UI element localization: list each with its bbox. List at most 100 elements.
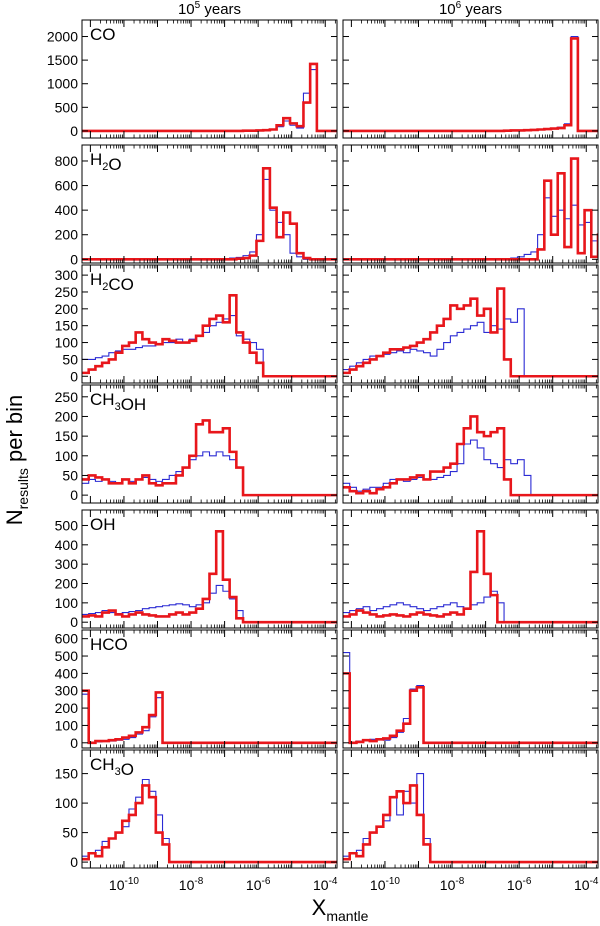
- y-tick-label: 150: [55, 428, 79, 444]
- series-red-line: [82, 419, 337, 497]
- y-tick-label: 50: [62, 467, 78, 483]
- panel-frame: [81, 264, 338, 384]
- y-tick-label: 0: [70, 251, 78, 267]
- column-titles: 105 years 106 years: [178, 0, 502, 18]
- panel-frame: [342, 629, 599, 749]
- series-red-line: [82, 62, 337, 133]
- panel-1-1: 0 500 1000 1500 2000 CO: [47, 19, 338, 139]
- series-red-line: [343, 672, 598, 745]
- y-tick-label: 600: [55, 631, 79, 647]
- y-tick-label: 200: [55, 301, 79, 317]
- column-title-1: 105 years: [178, 0, 241, 18]
- panel-2-1: 0 200 400 600 800 H2O: [55, 144, 338, 267]
- panel-5-1: 0 100 200 300 400 500 OH: [55, 509, 338, 630]
- panel-frame: [81, 144, 338, 264]
- x-tick-label: 10-6: [507, 876, 532, 893]
- species-label: CH3OH: [90, 390, 146, 414]
- series-red-line: [343, 529, 598, 624]
- y-tick-label: 150: [55, 766, 79, 782]
- y-tick-label: 400: [55, 537, 79, 553]
- y-tick-label: 200: [55, 408, 79, 424]
- series-red-line: [343, 157, 598, 261]
- y-tick-label: 0: [70, 368, 78, 384]
- series-blue-line: [343, 308, 598, 377]
- x-tick-label: 10-10: [109, 876, 139, 893]
- y-tick-label: 800: [55, 153, 79, 169]
- y-tick-label: 300: [55, 556, 79, 572]
- panel-frame: [81, 384, 338, 504]
- y-tick-label: 500: [55, 99, 79, 115]
- y-tick-label: 0: [70, 854, 78, 870]
- panel-7-2: [342, 749, 599, 869]
- panel-frame: [81, 629, 338, 749]
- x-tick-label: 10-8: [179, 876, 204, 893]
- y-tick-label: 300: [55, 683, 79, 699]
- y-tick-label: 200: [55, 227, 79, 243]
- y-tick-label: 150: [55, 318, 79, 334]
- species-label: H2CO: [90, 270, 134, 294]
- series-red-line: [82, 167, 337, 261]
- series-blue-line: [82, 451, 337, 496]
- y-tick-label: 250: [55, 284, 79, 300]
- series-red-line: [82, 689, 337, 745]
- species-label: OH: [90, 515, 116, 534]
- y-tick-label: 250: [55, 389, 79, 405]
- series-red-line: [343, 37, 598, 133]
- panel-frame: [342, 384, 599, 504]
- y-tick-label: 300: [55, 267, 79, 283]
- y-tick-label: 200: [55, 700, 79, 716]
- y-tick-label: 500: [55, 648, 79, 664]
- y-tick-label: 2000: [47, 29, 78, 45]
- x-axis-title: Xmantle: [312, 895, 369, 921]
- series-red-line: [82, 294, 337, 378]
- series-red-line: [343, 784, 598, 864]
- panel-frame: [342, 509, 599, 629]
- x-tick-label: 10-10: [370, 876, 400, 893]
- series-blue-line: [343, 197, 598, 260]
- panel-2-2: [342, 144, 599, 264]
- y-tick-label: 400: [55, 665, 79, 681]
- column-title-2: 106 years: [439, 0, 502, 18]
- species-label: CH3O: [90, 755, 134, 779]
- series-blue-line: [343, 773, 598, 863]
- y-tick-label: 100: [55, 335, 79, 351]
- y-tick-label: 100: [55, 717, 79, 733]
- y-tick-label: 1500: [47, 52, 78, 68]
- y-tick-label: 0: [70, 487, 78, 503]
- x-tick-label: 10-8: [440, 876, 465, 893]
- panel-3-2: [342, 264, 599, 384]
- y-tick-label: 500: [55, 517, 79, 533]
- y-tick-label: 400: [55, 202, 79, 218]
- species-label: HCO: [90, 635, 128, 654]
- y-tick-label: 100: [55, 795, 79, 811]
- panel-frame: [81, 19, 338, 139]
- y-axis-title: Nresults per bin: [2, 395, 31, 526]
- series-red-line: [343, 287, 598, 378]
- y-tick-label: 100: [55, 595, 79, 611]
- panel-4-1: 0 50 100 150 200 250 CH3OH: [55, 384, 338, 504]
- series-red-line: [82, 784, 337, 864]
- series-blue-line: [82, 178, 337, 260]
- y-tick-label: 1000: [47, 76, 78, 92]
- panel-5-2: [342, 509, 599, 629]
- y-tick-label: 600: [55, 178, 79, 194]
- species-label: H2O: [90, 150, 122, 174]
- panel-frame: [342, 144, 599, 264]
- y-tick-label: 200: [55, 576, 79, 592]
- y-tick-label: 0: [70, 614, 78, 630]
- species-label: CO: [90, 25, 116, 44]
- axis-labels: 10-10 10-8 10-6 10-4 10-10 10-8 10-6 10-4 Xmantl…: [2, 395, 599, 924]
- panel-frame: [342, 749, 599, 869]
- x-tick-label: 10-4: [574, 876, 599, 893]
- panel-1-2: [342, 19, 599, 139]
- series-blue-line: [343, 652, 598, 744]
- y-tick-label: 0: [70, 735, 78, 751]
- panel-6-2: [342, 629, 599, 749]
- panel-4-2: [342, 384, 599, 504]
- x-tick-label: 10-6: [246, 876, 271, 893]
- x-tick-label: 10-4: [313, 876, 338, 893]
